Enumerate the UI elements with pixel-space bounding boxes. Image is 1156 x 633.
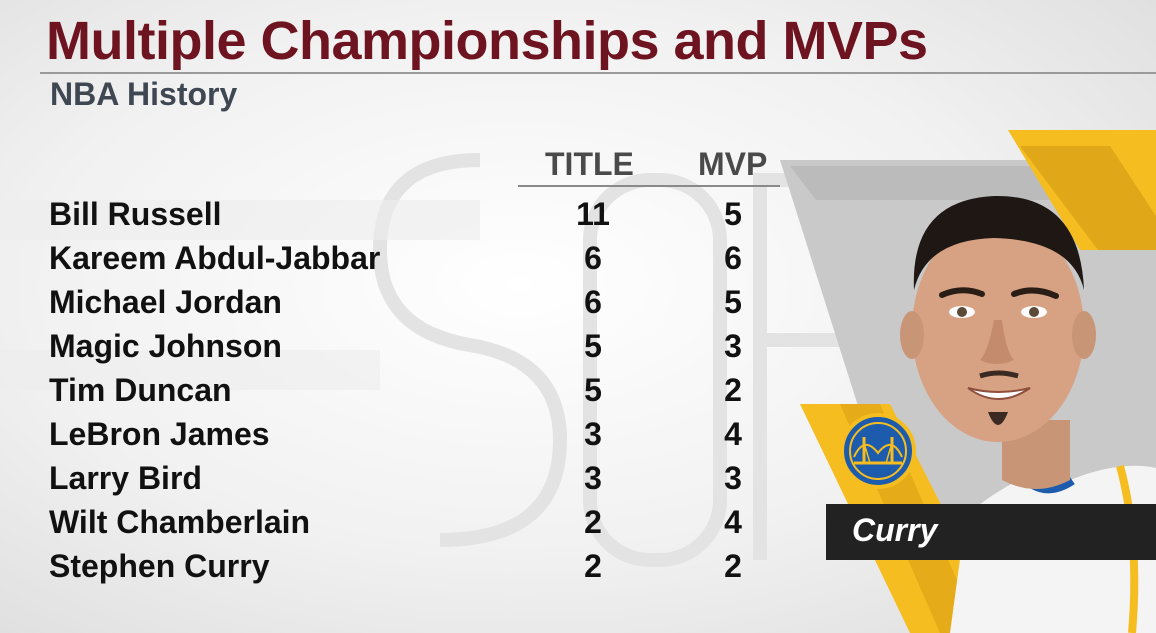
title-count: 3 — [584, 416, 602, 452]
mvp-count: 3 — [724, 328, 742, 364]
table-row: Bill Russell 11 5 — [0, 192, 800, 236]
player-name: Wilt Chamberlain — [49, 504, 311, 540]
title-count: 2 — [584, 548, 602, 584]
mvp-count: 6 — [724, 240, 742, 276]
player-name: Bill Russell — [49, 196, 222, 232]
table-row: Magic Johnson 5 3 — [0, 324, 800, 368]
player-name: Magic Johnson — [49, 328, 282, 364]
mvp-count: 3 — [724, 460, 742, 496]
title-count: 6 — [584, 240, 602, 276]
title-count: 2 — [584, 504, 602, 540]
player-name: Stephen Curry — [49, 548, 270, 584]
title-count: 5 — [584, 328, 602, 364]
title-divider — [40, 72, 1156, 74]
mvp-count: 5 — [724, 196, 742, 232]
mvp-count: 4 — [724, 504, 742, 540]
title-count: 3 — [584, 460, 602, 496]
stats-table: Bill Russell 11 5 Kareem Abdul-Jabbar 6 … — [0, 192, 800, 588]
table-row: Larry Bird 3 3 — [0, 456, 800, 500]
page-title: Multiple Championships and MVPs — [46, 11, 928, 71]
title-count: 6 — [584, 284, 602, 320]
mvp-count: 2 — [724, 548, 742, 584]
title-count: 5 — [584, 372, 602, 408]
mvp-count: 4 — [724, 416, 742, 452]
column-header-title: TITLE — [545, 146, 634, 182]
table-row: Michael Jordan 6 5 — [0, 280, 800, 324]
player-name: LeBron James — [49, 416, 270, 452]
title-count: 11 — [576, 196, 610, 232]
table-row: Kareem Abdul-Jabbar 6 6 — [0, 236, 800, 280]
mvp-count: 2 — [724, 372, 742, 408]
column-header-mvp: MVP — [698, 146, 768, 182]
table-row: Wilt Chamberlain 2 4 — [0, 500, 800, 544]
table-row: Tim Duncan 5 2 — [0, 368, 800, 412]
player-name: Michael Jordan — [49, 284, 282, 320]
table-row: Stephen Curry 2 2 — [0, 544, 800, 588]
table-row: LeBron James 3 4 — [0, 412, 800, 456]
page-subtitle: NBA History — [50, 76, 238, 112]
player-name: Larry Bird — [49, 460, 202, 496]
mvp-count: 5 — [724, 284, 742, 320]
player-name: Tim Duncan — [49, 372, 232, 408]
warriors-logo-icon — [840, 413, 916, 489]
column-header-divider — [518, 185, 780, 187]
player-name-tag-label: Curry — [852, 512, 938, 548]
player-name-tag — [826, 504, 1156, 560]
player-name: Kareem Abdul-Jabbar — [49, 240, 381, 276]
